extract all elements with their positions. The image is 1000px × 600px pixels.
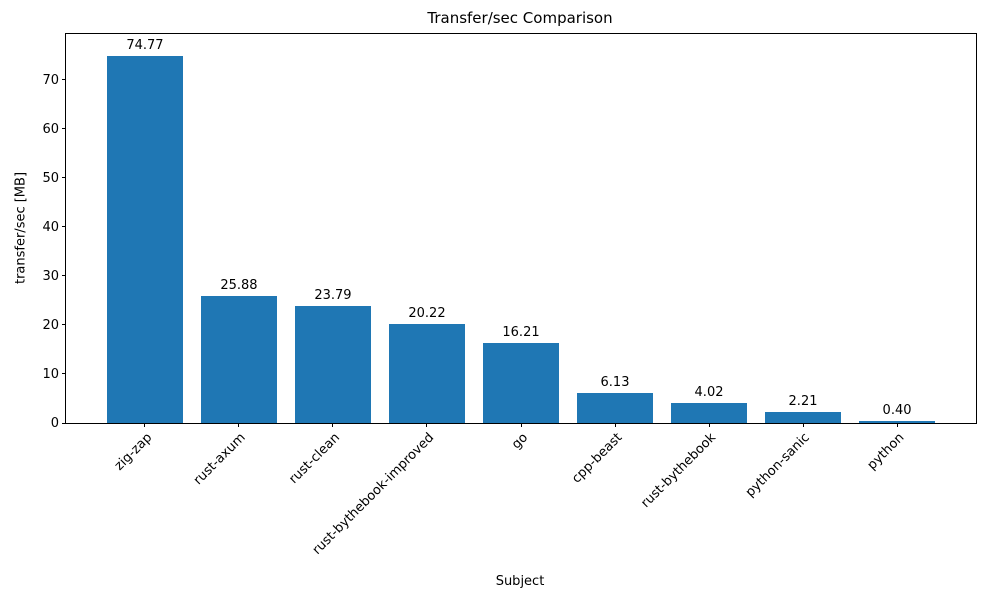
x-tick-mark (896, 423, 898, 427)
x-tick-mark (708, 423, 710, 427)
x-tick-mark (520, 423, 522, 427)
bar (577, 392, 653, 423)
bar (389, 323, 465, 423)
bar (483, 343, 559, 423)
y-tick-mark (62, 422, 66, 424)
y-tick-label: 70 (42, 72, 59, 88)
x-tick-mark (144, 423, 146, 427)
y-tick-label: 20 (42, 317, 59, 333)
x-tick-mark (332, 423, 334, 427)
bar (107, 56, 183, 423)
x-tick-label: go (508, 430, 531, 453)
bar-value-label: 74.77 (126, 38, 164, 54)
x-tick-label: python (864, 430, 907, 474)
bar-value-label: 0.40 (882, 403, 912, 419)
x-axis-label: Subject (495, 574, 545, 589)
bar-value-label: 23.79 (314, 288, 352, 304)
y-tick-mark (62, 324, 66, 326)
bar (671, 403, 747, 423)
bar-value-label: 4.02 (694, 385, 724, 401)
y-tick-mark (62, 79, 66, 81)
y-tick-label: 0 (50, 416, 59, 431)
y-tick-label: 30 (42, 268, 59, 284)
bar-value-label: 20.22 (408, 305, 446, 321)
y-axis-label: transfer/sec [MB] (13, 171, 29, 285)
y-tick-label: 40 (42, 219, 59, 235)
x-tick-label: python-sanic (742, 430, 813, 501)
bar-value-label: 2.21 (788, 394, 818, 410)
x-tick-mark (238, 423, 240, 427)
y-tick-label: 60 (42, 121, 59, 137)
x-tick-label: zig-zap (111, 430, 155, 474)
y-tick-mark (62, 226, 66, 228)
bar (201, 296, 277, 423)
bar (859, 421, 935, 423)
x-tick-label: rust-bythebook (638, 430, 719, 511)
y-tick-label: 50 (42, 170, 59, 186)
bar-value-label: 6.13 (600, 374, 630, 390)
x-tick-label: rust-clean (286, 430, 343, 487)
bar (295, 306, 371, 423)
x-tick-mark (802, 423, 804, 427)
x-tick-mark (426, 423, 428, 427)
y-tick-mark (62, 128, 66, 130)
y-tick-label: 10 (42, 366, 59, 382)
x-tick-mark (614, 423, 616, 427)
y-tick-mark (62, 275, 66, 277)
plot-area: 0 10 20 30 40 50 60 70 74.77 zig-zap 25.88 rust-axu… (42, 33, 977, 558)
x-tick-label: cpp-beast (568, 430, 625, 487)
chart-title: Transfer/sec Comparison (427, 9, 613, 27)
y-tick-mark (62, 177, 66, 179)
x-tick-label: rust-axum (191, 430, 249, 489)
bar-value-label: 16.21 (502, 325, 540, 341)
y-tick-mark (62, 373, 66, 375)
bar-value-label: 25.88 (220, 278, 258, 294)
bar (765, 412, 841, 423)
